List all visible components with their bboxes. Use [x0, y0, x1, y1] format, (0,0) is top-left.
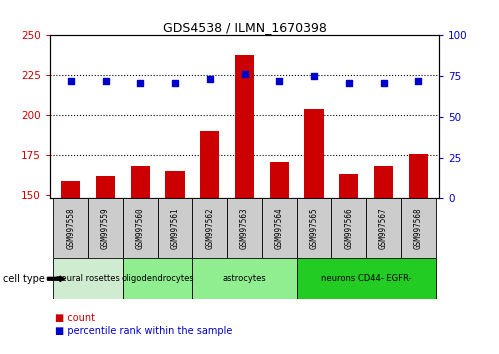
- Text: oligodendrocytes: oligodendrocytes: [121, 274, 194, 283]
- Bar: [235, 55, 254, 198]
- Point: [380, 80, 388, 85]
- Bar: [366, 198, 401, 258]
- Bar: [53, 198, 88, 258]
- Bar: [296, 258, 436, 299]
- Text: GSM997560: GSM997560: [136, 207, 145, 249]
- Bar: [131, 166, 150, 198]
- Point: [310, 73, 318, 79]
- Bar: [96, 176, 115, 198]
- Bar: [158, 198, 193, 258]
- Text: GSM997568: GSM997568: [414, 207, 423, 249]
- Text: GSM997558: GSM997558: [66, 207, 75, 249]
- Text: GSM997567: GSM997567: [379, 207, 388, 249]
- Text: cell type: cell type: [3, 274, 45, 284]
- Point: [414, 78, 422, 84]
- Point: [275, 78, 283, 84]
- Bar: [88, 198, 123, 258]
- Point: [206, 76, 214, 82]
- Point: [67, 78, 75, 84]
- Point: [241, 72, 249, 77]
- Title: GDS4538 / ILMN_1670398: GDS4538 / ILMN_1670398: [163, 21, 326, 34]
- Bar: [123, 258, 193, 299]
- Bar: [53, 258, 123, 299]
- Bar: [193, 258, 296, 299]
- Bar: [269, 161, 289, 198]
- Bar: [227, 198, 262, 258]
- Text: GSM997564: GSM997564: [275, 207, 284, 249]
- Bar: [304, 109, 323, 198]
- Text: astrocytes: astrocytes: [223, 274, 266, 283]
- Point: [171, 80, 179, 85]
- Bar: [200, 131, 220, 198]
- Bar: [61, 181, 80, 198]
- Text: ■ percentile rank within the sample: ■ percentile rank within the sample: [55, 326, 232, 336]
- Bar: [296, 198, 331, 258]
- Text: neurons CD44- EGFR-: neurons CD44- EGFR-: [321, 274, 411, 283]
- Text: GSM997566: GSM997566: [344, 207, 353, 249]
- Bar: [331, 198, 366, 258]
- Bar: [339, 174, 358, 198]
- Bar: [123, 198, 158, 258]
- Text: GSM997561: GSM997561: [171, 207, 180, 249]
- Bar: [166, 171, 185, 198]
- Text: ■ count: ■ count: [55, 313, 95, 323]
- Bar: [409, 154, 428, 198]
- Point: [136, 80, 144, 85]
- Text: GSM997559: GSM997559: [101, 207, 110, 249]
- Text: GSM997563: GSM997563: [240, 207, 249, 249]
- Bar: [193, 198, 227, 258]
- Text: neural rosettes: neural rosettes: [56, 274, 120, 283]
- Text: GSM997562: GSM997562: [205, 207, 214, 249]
- Bar: [401, 198, 436, 258]
- Bar: [262, 198, 296, 258]
- Text: GSM997565: GSM997565: [309, 207, 318, 249]
- Bar: [374, 166, 393, 198]
- Point: [101, 78, 109, 84]
- Point: [345, 80, 353, 85]
